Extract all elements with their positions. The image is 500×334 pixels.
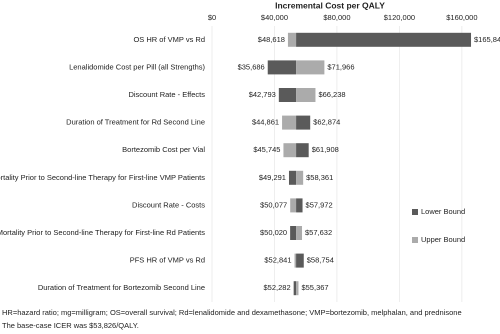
value-label: $66,238 — [318, 90, 345, 99]
category-label: Discount Rate - Costs — [132, 200, 205, 209]
category-label: Lenalidomide Cost per Pill (all Strength… — [69, 62, 205, 71]
value-label: $58,361 — [306, 173, 333, 182]
category-label: Duration of Treatment for Bortezomib Sec… — [38, 283, 205, 292]
bar — [296, 32, 472, 47]
category-label: Discount Rate - Effects — [128, 90, 205, 99]
category-label: Duration of Treatment for Rd Second Line — [66, 118, 205, 127]
x-tick-label: $40,000 — [261, 13, 288, 22]
bar — [290, 226, 297, 240]
bar — [296, 281, 299, 296]
bar — [283, 143, 297, 158]
x-tick-label: $120,000 — [384, 13, 415, 22]
value-label: $45,745 — [253, 145, 280, 154]
bar — [267, 60, 297, 75]
legend-swatch — [412, 237, 418, 243]
category-label: Bortezomib Cost per Vial — [122, 145, 205, 154]
x-tick-label: $160,000 — [446, 13, 477, 22]
value-label: $42,793 — [249, 90, 276, 99]
bar — [290, 198, 297, 213]
bar — [287, 32, 297, 47]
value-label: $48,618 — [258, 35, 285, 44]
value-label: $35,686 — [238, 62, 265, 71]
bar — [296, 226, 303, 240]
category-label: Mortality Prior to Second-line Therapy f… — [0, 173, 205, 182]
legend-label: Upper Bound — [421, 235, 465, 244]
bar — [296, 115, 311, 130]
bar — [296, 198, 303, 213]
category-label: PFS HR of VMP vs Rd — [130, 256, 205, 265]
footnote: The base-case ICER was $53,826/QALY. — [2, 321, 139, 330]
x-tick-label: $80,000 — [323, 13, 350, 22]
bar — [296, 170, 304, 185]
x-tick-label: $0 — [208, 13, 216, 22]
chart-title: Incremental Cost per QALY — [275, 0, 385, 10]
category-label: OS HR of VMP vs Rd — [133, 35, 205, 44]
value-label: $57,632 — [305, 228, 332, 237]
bar — [288, 170, 297, 185]
bar — [282, 115, 297, 130]
bar — [278, 88, 297, 102]
bar — [296, 88, 316, 102]
value-label: $52,841 — [264, 256, 291, 265]
legend-swatch — [412, 209, 418, 215]
value-label: $44,861 — [252, 118, 279, 127]
value-label: $50,077 — [260, 200, 287, 209]
value-label: $62,874 — [313, 118, 340, 127]
value-label: $58,754 — [307, 256, 334, 265]
value-label: $52,282 — [264, 283, 291, 292]
bar — [293, 281, 297, 296]
value-label: $50,020 — [260, 228, 287, 237]
value-label: $49,291 — [259, 173, 286, 182]
footnote: HR=hazard ratio; mg=milligram; OS=overal… — [2, 308, 462, 317]
value-label: $165,849 — [474, 35, 500, 44]
bar — [296, 143, 309, 158]
value-label: $57,972 — [306, 200, 333, 209]
value-label: $71,966 — [327, 62, 354, 71]
bar — [296, 60, 325, 75]
value-label: $61,908 — [312, 145, 339, 154]
bar — [296, 253, 304, 268]
value-label: $55,367 — [301, 283, 328, 292]
bar — [294, 253, 297, 268]
category-label: Mortality Prior to Second-line Therapy f… — [0, 228, 205, 237]
legend-label: Lower Bound — [421, 207, 465, 216]
